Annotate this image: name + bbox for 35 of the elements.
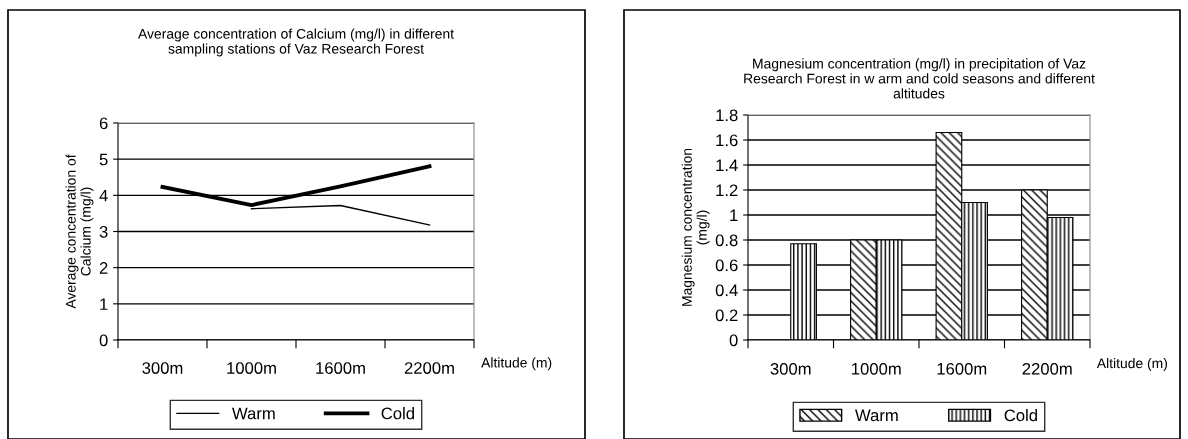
y-tick-label: 0.8 bbox=[715, 234, 738, 247]
y-tick-label: 5 bbox=[99, 153, 108, 166]
x-tick-label: 1600m bbox=[316, 362, 365, 374]
x-tick-label: 300m bbox=[770, 362, 811, 375]
y-tick-label: 0 bbox=[729, 334, 738, 347]
x-tick-label: 300m bbox=[142, 362, 183, 374]
legend-label: Warm bbox=[232, 407, 275, 420]
y-tick-label: 3 bbox=[99, 225, 108, 238]
y-tick-label: 0 bbox=[99, 334, 108, 347]
y-tick-label: 1.2 bbox=[716, 184, 738, 197]
y-tick-label: 4 bbox=[99, 189, 108, 202]
y-tick-label: 1 bbox=[100, 298, 108, 310]
y-tick-label: 0.2 bbox=[715, 309, 738, 322]
x-tick-label: 2200m bbox=[404, 362, 454, 374]
x-tick-label: 1000m bbox=[227, 362, 276, 374]
legend-label: Cold bbox=[1004, 409, 1037, 422]
x-axis-title: Altitude (m) bbox=[481, 357, 552, 371]
y-tick-label: 1.4 bbox=[716, 159, 738, 172]
chart-title: Average concentration of Calcium (mg/l) in different sampling stations of Vaz Research Forest bbox=[138, 28, 454, 57]
y-axis-title: Average concentration of Calcium (mg/l) bbox=[65, 154, 94, 309]
legend-label: Cold bbox=[381, 407, 414, 420]
chart-title: Magnesium concentration (mg/l) in precipitation of Vaz Research Forest in w arm and cold seasons and different altitudes bbox=[744, 58, 1095, 99]
x-tick-label: 1600m bbox=[937, 362, 987, 375]
y-tick-label: 1.6 bbox=[716, 134, 738, 147]
y-tick-label: 6 bbox=[99, 117, 108, 130]
x-axis-title: Altitude (m) bbox=[1096, 358, 1167, 371]
y-tick-label: 2 bbox=[99, 262, 108, 274]
y-tick-label: 1 bbox=[730, 209, 738, 222]
y-tick-label: 0.6 bbox=[715, 259, 738, 272]
legend-label: Warm bbox=[855, 409, 898, 422]
x-tick-label: 1000m bbox=[852, 362, 901, 375]
y-axis-title: Magnesium concentration (mg/l) bbox=[681, 148, 710, 306]
x-tick-label: 2200m bbox=[1022, 362, 1072, 375]
y-tick-label: 1.8 bbox=[716, 109, 738, 122]
y-tick-label: 0.4 bbox=[715, 284, 738, 297]
